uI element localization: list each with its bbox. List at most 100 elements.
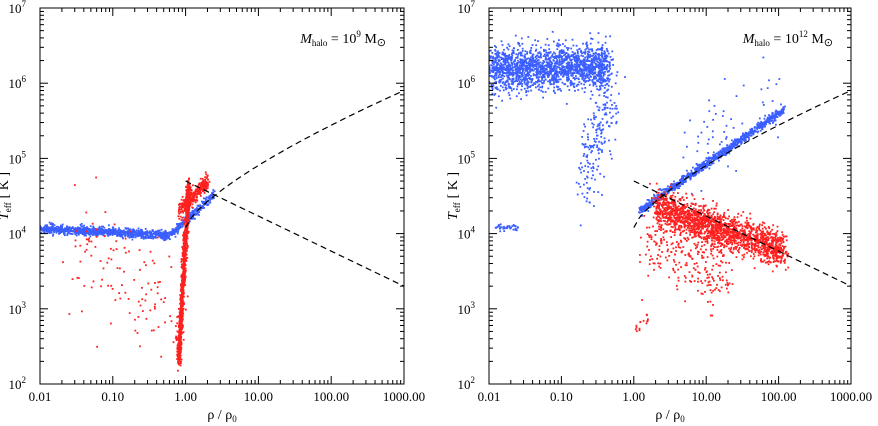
- data-point: [555, 65, 557, 68]
- data-point: [593, 138, 595, 140]
- data-point: [596, 64, 599, 67]
- data-point: [571, 83, 574, 86]
- data-point: [43, 226, 46, 228]
- data-point: [169, 315, 171, 318]
- data-point: [555, 76, 558, 79]
- data-point: [589, 48, 592, 51]
- data-point: [493, 94, 496, 96]
- data-point: [531, 79, 533, 82]
- data-point: [511, 83, 514, 86]
- data-point: [565, 103, 568, 105]
- data-point: [150, 329, 153, 332]
- data-point: [567, 54, 570, 57]
- data-point: [595, 158, 597, 161]
- data-point: [77, 229, 80, 231]
- data-point: [192, 210, 195, 213]
- data-point: [593, 72, 596, 75]
- data-point: [162, 231, 165, 234]
- data-point: [604, 91, 607, 94]
- data-point: [597, 53, 599, 56]
- data-point: [43, 228, 45, 231]
- data-point: [558, 64, 560, 66]
- data-point: [137, 231, 139, 233]
- data-point: [178, 308, 180, 310]
- data-point: [511, 67, 514, 70]
- data-point: [511, 51, 514, 54]
- data-point: [582, 60, 585, 63]
- data-point: [186, 184, 189, 186]
- data-point: [603, 87, 606, 89]
- data-point: [118, 234, 121, 236]
- data-point: [141, 286, 143, 289]
- y-tick-exponent: 5: [22, 149, 27, 159]
- data-point: [186, 206, 189, 209]
- data-point: [191, 203, 194, 206]
- data-point: [581, 52, 583, 55]
- dashed-curve: [185, 89, 404, 228]
- data-point: [199, 195, 202, 197]
- data-point: [91, 222, 94, 225]
- data-point: [494, 72, 497, 75]
- data-point: [571, 51, 574, 53]
- data-point: [602, 60, 604, 63]
- data-point: [597, 32, 600, 34]
- annot-equals: = 10: [327, 32, 356, 47]
- data-point: [535, 60, 538, 63]
- data-point: [542, 65, 544, 68]
- data-point: [598, 54, 600, 57]
- data-point: [191, 206, 194, 209]
- data-point: [586, 159, 589, 162]
- data-point: [604, 41, 607, 44]
- data-point: [562, 43, 564, 45]
- data-point: [560, 52, 563, 54]
- data-point: [502, 57, 505, 60]
- data-point: [192, 200, 195, 203]
- data-point: [189, 201, 192, 204]
- data-point: [585, 155, 588, 158]
- data-point: [534, 50, 537, 52]
- data-point: [182, 202, 184, 205]
- data-point: [527, 68, 529, 71]
- data-point: [560, 49, 563, 51]
- data-point: [517, 69, 520, 72]
- data-point: [529, 78, 531, 81]
- data-point: [563, 54, 565, 57]
- data-point: [179, 364, 182, 367]
- data-point: [575, 85, 578, 87]
- data-point: [571, 74, 574, 77]
- data-point: [187, 205, 190, 208]
- data-point: [504, 58, 507, 60]
- data-point: [574, 63, 577, 66]
- data-point: [596, 58, 599, 60]
- data-point: [116, 235, 119, 237]
- data-point: [582, 72, 584, 75]
- data-point: [195, 193, 198, 196]
- data-point: [513, 60, 515, 63]
- data-point: [519, 83, 522, 85]
- data-point: [566, 85, 569, 88]
- data-point: [600, 78, 603, 80]
- data-point: [555, 78, 557, 80]
- data-point: [161, 234, 164, 237]
- data-point: [543, 73, 546, 76]
- data-point: [598, 53, 600, 56]
- data-point: [571, 64, 574, 66]
- data-point: [512, 73, 515, 76]
- data-point: [549, 65, 552, 68]
- data-point: [491, 87, 494, 89]
- data-point: [504, 82, 506, 85]
- data-point: [593, 144, 596, 146]
- data-point: [581, 192, 584, 195]
- data-point: [168, 235, 170, 237]
- data-point: [180, 258, 183, 261]
- data-point: [194, 217, 196, 220]
- data-point: [599, 85, 601, 88]
- data-point: [502, 74, 504, 77]
- data-point: [501, 53, 504, 56]
- data-point: [601, 62, 603, 65]
- data-point: [60, 227, 62, 229]
- data-point: [44, 228, 47, 231]
- data-point: [95, 231, 98, 234]
- data-point: [182, 233, 185, 235]
- data-point: [503, 72, 506, 74]
